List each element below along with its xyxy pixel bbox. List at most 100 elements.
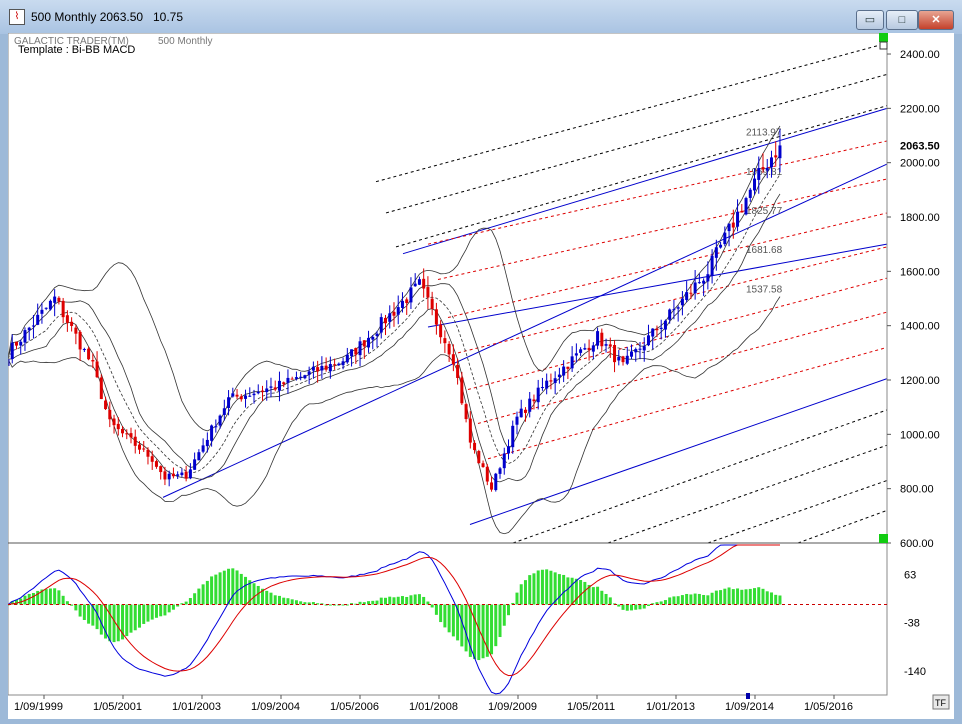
macd-histogram-bar [608, 597, 612, 605]
fib-line-black-upper-1 [385, 73, 888, 214]
candle-body [498, 468, 502, 474]
candle-body [82, 349, 86, 351]
macd-histogram-bar [540, 569, 544, 605]
candle-body [244, 395, 248, 399]
macd-histogram-bar [362, 602, 366, 605]
macd-histogram-bar [570, 577, 574, 605]
macd-histogram-bar [222, 570, 226, 605]
macd-histogram-bar [765, 591, 769, 605]
candle-body [583, 348, 587, 350]
candle-body [87, 348, 91, 360]
macd-histogram-bar [744, 589, 748, 605]
candle-body [167, 473, 171, 480]
candle-body [154, 461, 158, 467]
candle-body [19, 341, 23, 346]
candle-body [269, 386, 273, 388]
macd-histogram-bar [265, 590, 269, 605]
bollinger-band-outer-lower [7, 296, 781, 535]
maximize-button[interactable]: □ [886, 10, 918, 30]
candle-body [121, 428, 125, 434]
macd-histogram-bar [108, 604, 112, 642]
minimize-button[interactable]: ▭ [856, 10, 884, 30]
macd-histogram-bar [655, 602, 659, 605]
candle-body [210, 425, 214, 441]
candle-body [239, 396, 243, 400]
candle-body [557, 374, 561, 378]
candle-body [757, 168, 761, 180]
candle-body [320, 365, 324, 371]
candle-body [282, 382, 286, 385]
candle-body [434, 309, 438, 325]
candle-body [659, 327, 663, 329]
candle-body [473, 442, 477, 451]
green-marker-bottom[interactable] [879, 534, 888, 543]
macd-histogram-bar [256, 585, 260, 605]
chart-svg: 2113.97 1969.81 1825.77 1681.68 1537.58 2400… [6, 32, 950, 713]
candle-body [630, 351, 634, 357]
tf-button[interactable] [932, 694, 950, 710]
macd-histogram-bar [210, 576, 214, 605]
macd-histogram-bar [439, 604, 443, 623]
candle-body [507, 446, 511, 454]
candle-body [532, 399, 536, 402]
time-axis-label: 1/09/2014 [725, 701, 774, 713]
macd-histogram-bar [345, 604, 349, 606]
macd-histogram-bar [634, 604, 638, 610]
candle-body [371, 336, 375, 340]
macd-histogram-bar [434, 604, 438, 615]
macd-histogram-bar [350, 603, 354, 605]
candle-body [205, 439, 209, 447]
macd-histogram-bar [523, 580, 527, 605]
candle-body [265, 388, 269, 393]
macd-histogram-bar [379, 597, 383, 605]
candle-body [528, 398, 532, 412]
fib-line-black-lower-2 [707, 480, 888, 544]
price-axis-label: 1400.00 [900, 321, 940, 333]
macd-histogram-bar [121, 604, 125, 640]
macd-histogram-bar [672, 596, 676, 605]
macd-histogram-bar [562, 574, 566, 605]
candle-body [553, 378, 557, 384]
candle-body [23, 330, 27, 343]
macd-histogram-bar [613, 603, 617, 605]
candle-body [710, 255, 714, 276]
candle-body [460, 377, 464, 404]
macd-histogram-bar [600, 590, 604, 605]
candle-body [260, 390, 264, 392]
candle-body [27, 327, 31, 331]
chart-settings-icon[interactable] [879, 41, 888, 50]
candle-body [176, 474, 180, 476]
macd-histogram-bar [485, 604, 489, 657]
macd-histogram-bar [532, 573, 536, 605]
macd-histogram-bar [235, 570, 239, 605]
candle-body [354, 347, 358, 355]
candle-body [536, 387, 540, 403]
candle-body [53, 296, 57, 303]
macd-histogram-bar [502, 604, 506, 626]
chart-area[interactable]: 2113.97 1969.81 1825.77 1681.68 1537.58 2400… [6, 32, 954, 719]
close-button[interactable]: ✕ [918, 10, 954, 30]
macd-histogram-bar [583, 581, 587, 605]
candle-body [422, 278, 426, 289]
title-bar[interactable]: ⌇ 500 Monthly 2063.50 10.75 ▭ □ ✕ [0, 0, 962, 34]
candle-body [99, 377, 103, 400]
fib-level-label: 1681.68 [746, 245, 783, 256]
time-axis-label: 1/05/2016 [804, 701, 853, 713]
time-cursor-marker[interactable] [746, 693, 750, 699]
time-axis-label: 1/01/2008 [409, 701, 458, 713]
macd-histogram-bar [748, 588, 752, 605]
macd-histogram-bar [413, 594, 417, 605]
macd-histogram-bar [112, 604, 116, 643]
macd-histogram-bar [494, 604, 498, 647]
green-marker-top[interactable] [879, 33, 888, 42]
candle-body [676, 307, 680, 309]
candle-body [545, 380, 549, 389]
fib-level-label: 2113.97 [746, 128, 782, 139]
candle-body [333, 364, 337, 366]
candle-body [104, 400, 108, 410]
candle-body [392, 311, 396, 316]
macd-histogram-bar [316, 603, 320, 605]
candle-body [485, 466, 489, 482]
macd-histogram-bar [70, 604, 74, 606]
candle-body [748, 189, 752, 198]
